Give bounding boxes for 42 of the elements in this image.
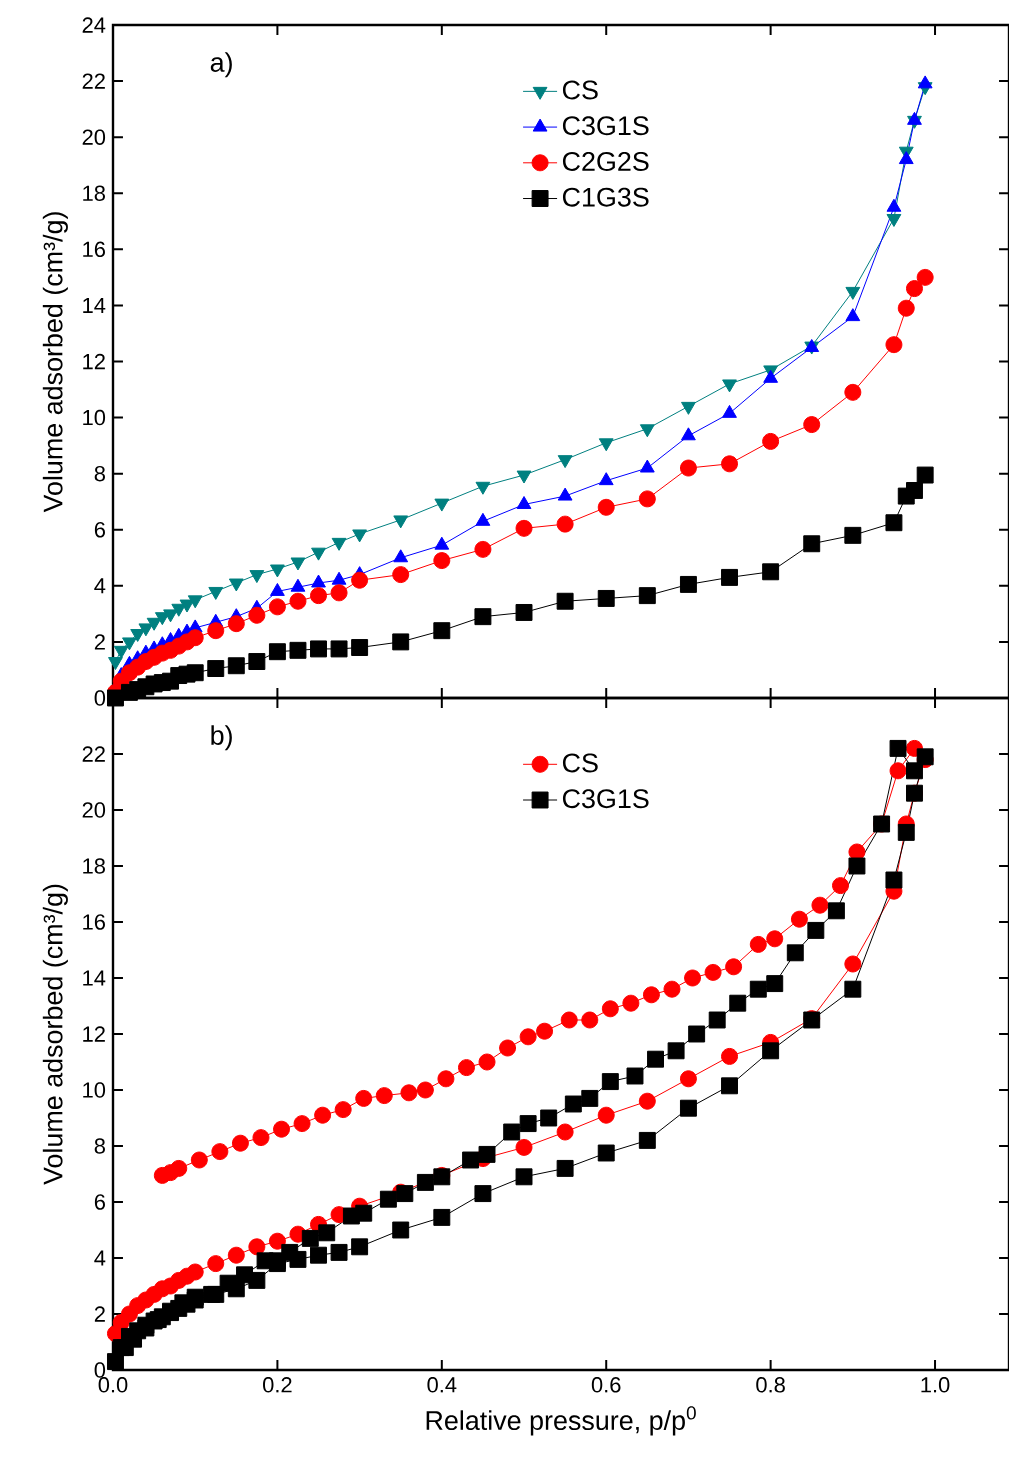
y-tick-label: 2 <box>94 1306 105 1322</box>
legend-label: C2G2S <box>562 151 649 171</box>
y-tick-label: 10 <box>83 1082 106 1098</box>
y-tick-label: 14 <box>83 297 106 313</box>
y-tick-label: 12 <box>83 1026 105 1042</box>
y-tick-label: 20 <box>82 802 106 818</box>
x-tick-label: 1.0 <box>921 1377 950 1393</box>
y-tick-label: 16 <box>83 241 105 258</box>
annotation: a) <box>210 52 232 78</box>
y-tick-label: 12 <box>83 353 105 370</box>
y-tick-label: 14 <box>83 970 106 986</box>
y-tick-label: 20 <box>82 129 106 145</box>
x-tick-label: 0.6 <box>591 1377 621 1393</box>
y-tick-label: 18 <box>83 185 105 201</box>
x-tick-label: 0.8 <box>756 1377 785 1393</box>
y-tick-label: 4 <box>94 1250 106 1266</box>
y-axis-title: Volume adsorbed (cm³/g) <box>42 884 68 1185</box>
y-tick-label: 18 <box>83 858 105 874</box>
legend-label: CS <box>562 80 598 100</box>
y-tick-label: 6 <box>94 1194 105 1210</box>
y-tick-label: 2 <box>94 634 105 650</box>
y-axis-title: Volume adsorbed (cm³/g) <box>42 212 68 513</box>
y-tick-label: 8 <box>94 465 105 482</box>
y-tick-label: 4 <box>94 578 106 594</box>
x-tick-label: 0.4 <box>427 1377 457 1393</box>
y-tick-label: 24 <box>82 17 106 33</box>
legend-label: C3G1S <box>562 789 649 809</box>
y-tick-label: 22 <box>82 73 105 89</box>
x-axis-title: Relative pressure, p/p$^{0}$ <box>426 1406 696 1436</box>
y-tick-label: 0 <box>94 1362 106 1378</box>
x-tick-label: 0.2 <box>263 1377 292 1393</box>
legend-label: CS <box>562 753 598 773</box>
legend-label: C1G3S <box>562 187 649 207</box>
y-tick-label: 6 <box>94 522 105 538</box>
legend-label: C3G1S <box>562 116 649 136</box>
annotation: b) <box>211 725 232 751</box>
y-tick-label: 22 <box>82 746 105 762</box>
y-tick-label: 0 <box>94 690 106 706</box>
y-tick-label: 8 <box>94 1138 105 1154</box>
x-tick-label: 0.0 <box>98 1377 128 1393</box>
y-tick-label: 16 <box>83 914 105 930</box>
y-tick-label: 10 <box>83 409 106 426</box>
